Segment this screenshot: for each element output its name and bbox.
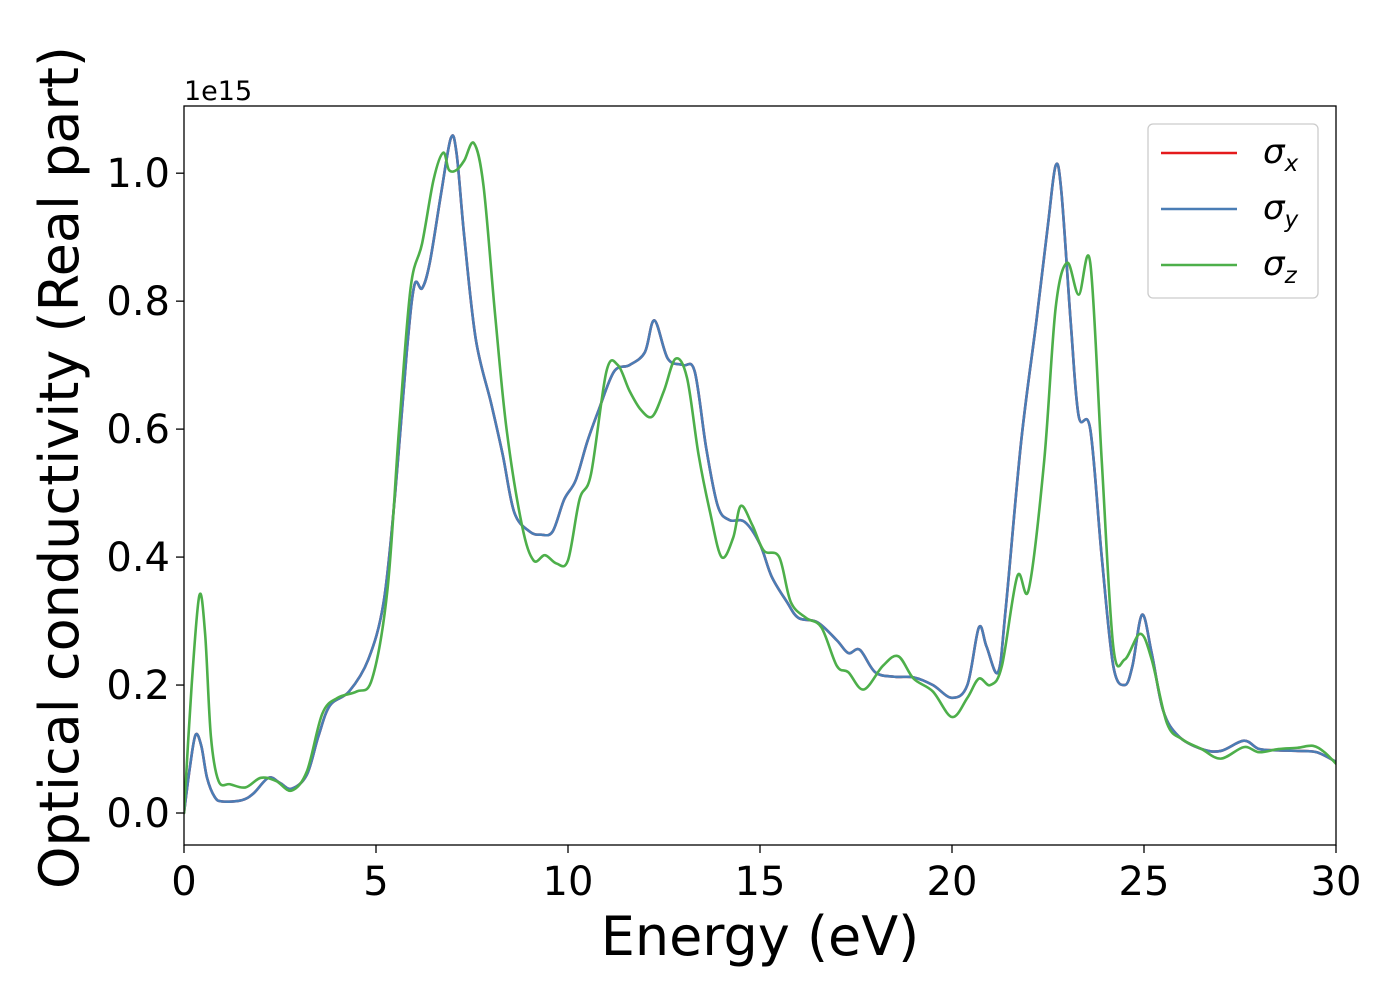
x-axis-title: Energy (eV) <box>601 905 920 968</box>
y-tick-label: 0.8 <box>106 279 170 325</box>
legend-label-y: σy <box>1263 188 1299 233</box>
x-tick-label: 10 <box>543 859 594 905</box>
x-tick-label: 20 <box>927 859 978 905</box>
series-layer <box>184 134 1336 815</box>
x-tick-label: 15 <box>735 859 786 905</box>
x-tick-label: 0 <box>171 859 196 905</box>
y-tick-label: 0.2 <box>106 663 170 709</box>
legend-label-x: σx <box>1263 132 1299 177</box>
series-line-z <box>184 141 1336 815</box>
legend-symbol: σ <box>1263 244 1286 284</box>
legend-subscript: y <box>1284 207 1299 233</box>
y-axis: 0.0 0.2 0.4 0.6 0.8 1.0 <box>106 151 184 837</box>
legend-subscript: z <box>1284 263 1298 289</box>
x-axis: 0 5 10 15 20 25 30 <box>171 845 1361 905</box>
x-tick-label: 25 <box>1119 859 1170 905</box>
x-tick-label: 30 <box>1311 859 1362 905</box>
legend-box <box>1147 123 1319 299</box>
x-tick-label: 5 <box>363 859 388 905</box>
legend-symbol: σ <box>1263 132 1286 172</box>
y-tick-label: 0.4 <box>106 535 170 581</box>
y-tick-label: 0.0 <box>106 791 170 837</box>
y-axis-title: Optical conductivity (Real part) <box>28 46 91 889</box>
y-tick-label: 0.6 <box>106 407 170 453</box>
y-tick-label: 1.0 <box>106 151 170 197</box>
y-offset-label: 1e15 <box>184 76 252 107</box>
series-line-y <box>184 134 1336 815</box>
legend-label-z: σz <box>1263 244 1298 289</box>
legend-symbol: σ <box>1263 188 1286 228</box>
legend-subscript: x <box>1284 151 1299 177</box>
